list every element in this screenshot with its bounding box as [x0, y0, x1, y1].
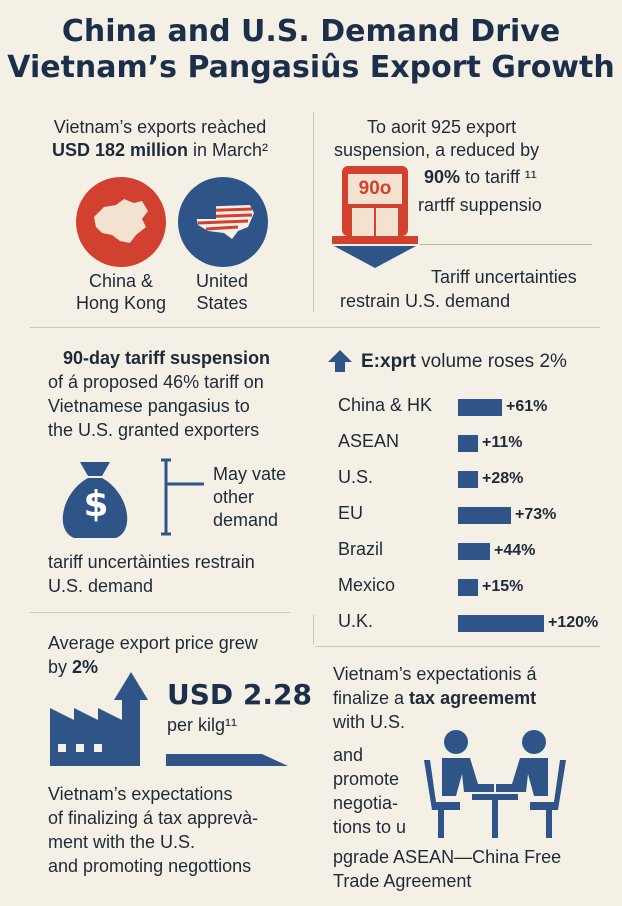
- side-note-1: May vate: [213, 464, 287, 484]
- title-line-1: China and U.S. Demand Drive: [61, 14, 561, 49]
- uncertainty-footer-2: U.S. demand: [48, 576, 154, 596]
- agreement-line-2-pre: finalize a: [333, 688, 410, 708]
- agreement-line-2: finalize a tax agreememt: [333, 687, 536, 710]
- suspension-line-4: rartff suppensio: [418, 195, 542, 215]
- china-label-line-2: Hong Kong: [75, 293, 167, 313]
- usa-map-icon: [178, 177, 268, 267]
- suspension-desc-3: the U.S. granted exporters: [48, 420, 260, 440]
- price-growth: 2%: [72, 657, 99, 677]
- bar-label: ASEAN: [338, 431, 400, 451]
- tariff-badge-label: 90o: [358, 178, 392, 199]
- bar-value-label: +44%: [494, 542, 536, 559]
- negotiation-people-icon: [420, 726, 570, 840]
- title-line-2: Vietnam’s Pangasiûs Export Growth: [7, 50, 615, 85]
- agreement-line-4: and: [333, 745, 364, 765]
- expectation-2: of finalizing á tax apprevà-: [48, 808, 259, 828]
- bar-label: EU: [338, 503, 364, 523]
- bar: [458, 543, 490, 560]
- agreement-line-3: with U.S.: [333, 712, 406, 732]
- tariff-caption-1: Tariff uncertainties: [431, 267, 577, 287]
- side-note: May vate other demand: [213, 463, 286, 532]
- bar: [458, 579, 478, 596]
- uncertainty-footer-1: tariff uncertàinties restrain: [48, 552, 255, 572]
- bar-label: Mexico: [338, 575, 396, 595]
- exports-amount: USD 182 million: [51, 140, 189, 160]
- tax-agreement: tax agreememt: [409, 688, 537, 708]
- agreement-line-6: negotia-: [333, 793, 399, 813]
- tariff-caption-2: restrain U.S. demand: [340, 291, 511, 311]
- tariff-badge-icon: [330, 164, 420, 274]
- divider-vertical-bottom: [313, 615, 314, 645]
- divider-right-lower: [315, 646, 600, 647]
- suspension-desc-2: Vietnamese pangasius to: [48, 396, 250, 416]
- us-label-line-1: United: [195, 271, 249, 291]
- agreement-line-5: promote: [333, 769, 400, 789]
- money-bag-symbol: $: [83, 484, 109, 525]
- suspension-line-1: To aorit 925 export: [367, 117, 517, 137]
- bar: [458, 507, 511, 524]
- expectation-1: Vietnam’s expectations: [48, 784, 233, 804]
- price-unit: per kilg¹¹: [167, 715, 238, 735]
- agreement-line-7: tions to u: [333, 817, 407, 837]
- expectation-4: and promoting negottions: [48, 856, 252, 876]
- divider-left-lower: [30, 612, 290, 613]
- suspension-heading: 90-day tariff suspension: [63, 348, 271, 368]
- page-title: China and U.S. Demand Drive Vietnam’s Pa…: [0, 14, 622, 86]
- chart-title-prefix: E:xprt: [361, 351, 416, 372]
- agreement-line-8: pgrade ASEAN—China Free: [333, 847, 562, 867]
- bar-value-label: +61%: [506, 398, 548, 415]
- exports-line: Vietnam’s exports reàched: [53, 117, 267, 137]
- bar-label: Brazil: [338, 539, 384, 559]
- agreement-line-9: Trade Agreement: [333, 871, 472, 891]
- bar-label: U.S.: [338, 467, 374, 487]
- suspension-line-2: suspension, a reduced by: [334, 140, 540, 160]
- bar-label: U.K.: [338, 611, 374, 631]
- bar-value-label: +15%: [482, 578, 524, 595]
- us-label: United States: [172, 270, 272, 314]
- price-line-2: by 2%: [48, 656, 98, 679]
- exports-tail: in March²: [188, 140, 269, 160]
- bar: [458, 435, 478, 452]
- us-label-line-2: States: [196, 293, 248, 313]
- china-label-line-1: China &: [88, 271, 154, 291]
- price-value: USD 2.28: [167, 678, 312, 711]
- bar-value-label: +28%: [482, 470, 524, 487]
- price-trend-icon: [166, 746, 290, 768]
- bar: [458, 615, 544, 632]
- bar-value-label: +120%: [548, 614, 599, 631]
- chart-title-rest: volume roses 2%: [415, 351, 567, 372]
- side-note-3: demand: [213, 510, 279, 530]
- exports-amount-line: USD 182 million in March²: [20, 139, 300, 162]
- divider-row-1: [30, 327, 600, 328]
- bar: [458, 471, 478, 488]
- expectation-3: ment with the U.S.: [48, 832, 196, 852]
- bar-value-label: +73%: [515, 506, 557, 523]
- bar-label: China & HK: [338, 395, 433, 415]
- suspension-pct: 90%: [424, 167, 461, 187]
- suspension-pct-tail: to tariff ¹¹: [460, 167, 537, 187]
- side-note-2: other: [213, 487, 255, 507]
- bracket-icon: [160, 458, 206, 536]
- price-line-2-pre: by: [48, 657, 73, 677]
- money-bag-icon: [50, 452, 140, 542]
- chart-title: E:xprt volume roses 2%: [361, 350, 567, 373]
- china-map-icon: [76, 177, 166, 267]
- tariff-rule: [420, 244, 592, 245]
- bar: [458, 399, 502, 416]
- up-arrow-icon: [328, 350, 352, 372]
- china-label: China & Hong Kong: [66, 270, 176, 314]
- factory-growth-icon: [48, 668, 160, 768]
- bar-value-label: +11%: [482, 434, 523, 451]
- suspension-desc-1: of á proposed 46% tariff on: [48, 372, 264, 392]
- agreement-line-1: Vietnam’s expectationis á: [333, 664, 537, 684]
- suspension-pct-line: 90% to tariff ¹¹: [424, 166, 537, 189]
- divider-vertical-top: [313, 112, 314, 312]
- price-line-1: Average export price grew: [48, 633, 258, 653]
